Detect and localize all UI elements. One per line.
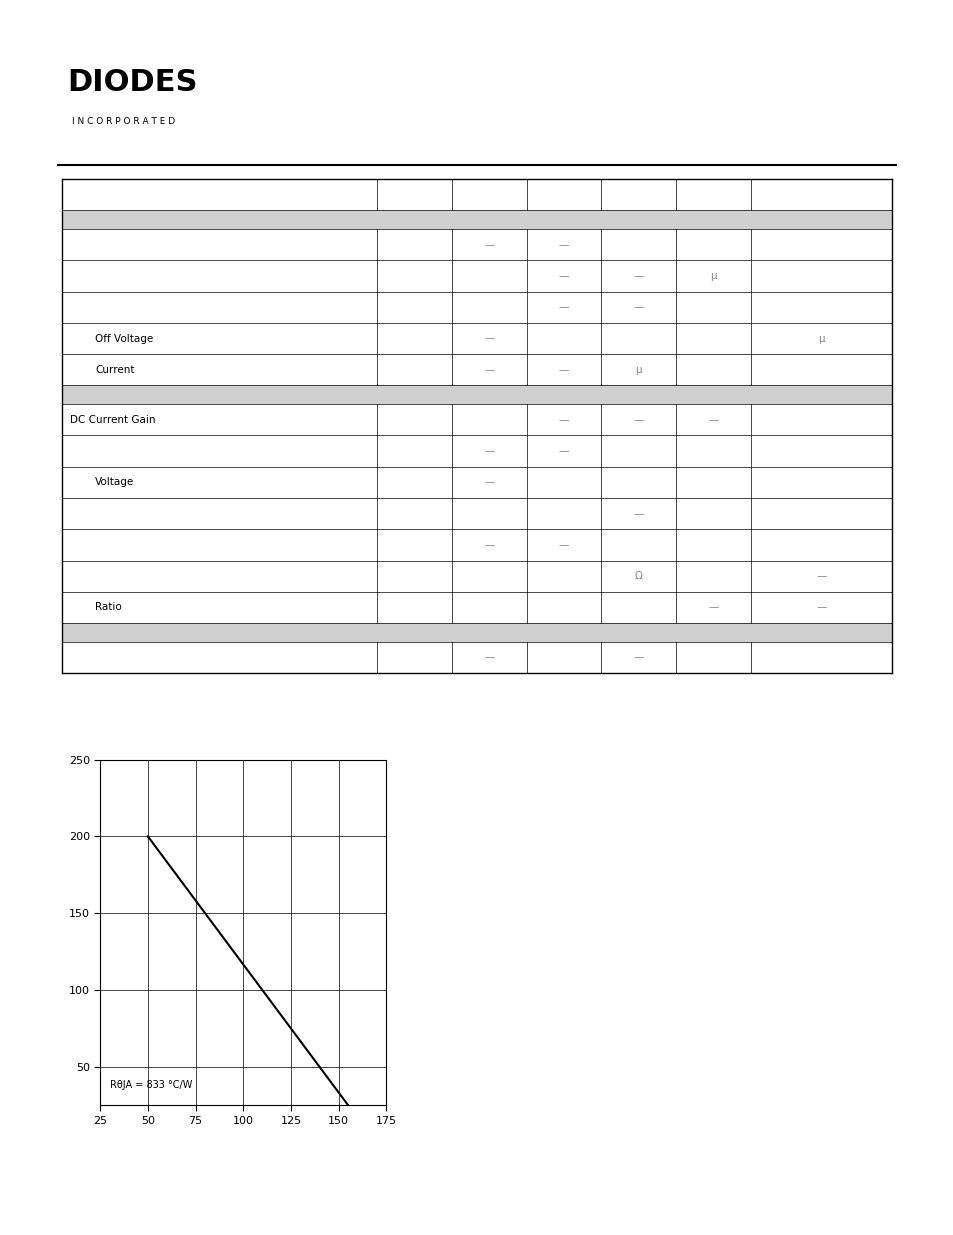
- Text: —: —: [558, 270, 569, 282]
- Text: Off Voltage: Off Voltage: [95, 333, 153, 343]
- Text: Ω: Ω: [635, 571, 642, 582]
- Bar: [62, 210, 891, 230]
- Text: —: —: [558, 364, 569, 374]
- Text: —: —: [484, 478, 494, 488]
- Text: —: —: [633, 509, 643, 519]
- Text: —: —: [708, 603, 718, 613]
- Text: —: —: [558, 540, 569, 550]
- Text: RθJA = 833 °C/W: RθJA = 833 °C/W: [110, 1079, 192, 1091]
- Text: —: —: [633, 270, 643, 282]
- Text: Voltage: Voltage: [95, 478, 134, 488]
- Text: —: —: [484, 540, 494, 550]
- Text: μ: μ: [709, 270, 716, 282]
- Text: —: —: [558, 303, 569, 312]
- Text: —: —: [484, 364, 494, 374]
- Text: μ: μ: [635, 364, 641, 374]
- Text: —: —: [633, 415, 643, 425]
- Text: —: —: [484, 652, 494, 662]
- Text: DC Current Gain: DC Current Gain: [71, 415, 155, 425]
- Text: —: —: [558, 446, 569, 456]
- Text: μ: μ: [818, 333, 824, 343]
- Text: —: —: [484, 240, 494, 249]
- Text: I N C O R P O R A T E D: I N C O R P O R A T E D: [71, 117, 174, 126]
- Text: —: —: [816, 603, 825, 613]
- Text: —: —: [484, 333, 494, 343]
- Text: Ratio: Ratio: [95, 603, 122, 613]
- Text: —: —: [558, 415, 569, 425]
- Text: —: —: [558, 240, 569, 249]
- Text: DIODES: DIODES: [67, 68, 197, 98]
- Bar: [62, 622, 891, 642]
- Text: —: —: [708, 415, 718, 425]
- Text: —: —: [633, 652, 643, 662]
- Text: Current: Current: [95, 364, 134, 374]
- Text: —: —: [816, 571, 825, 582]
- Text: —: —: [484, 446, 494, 456]
- Bar: [62, 385, 891, 404]
- Text: —: —: [633, 303, 643, 312]
